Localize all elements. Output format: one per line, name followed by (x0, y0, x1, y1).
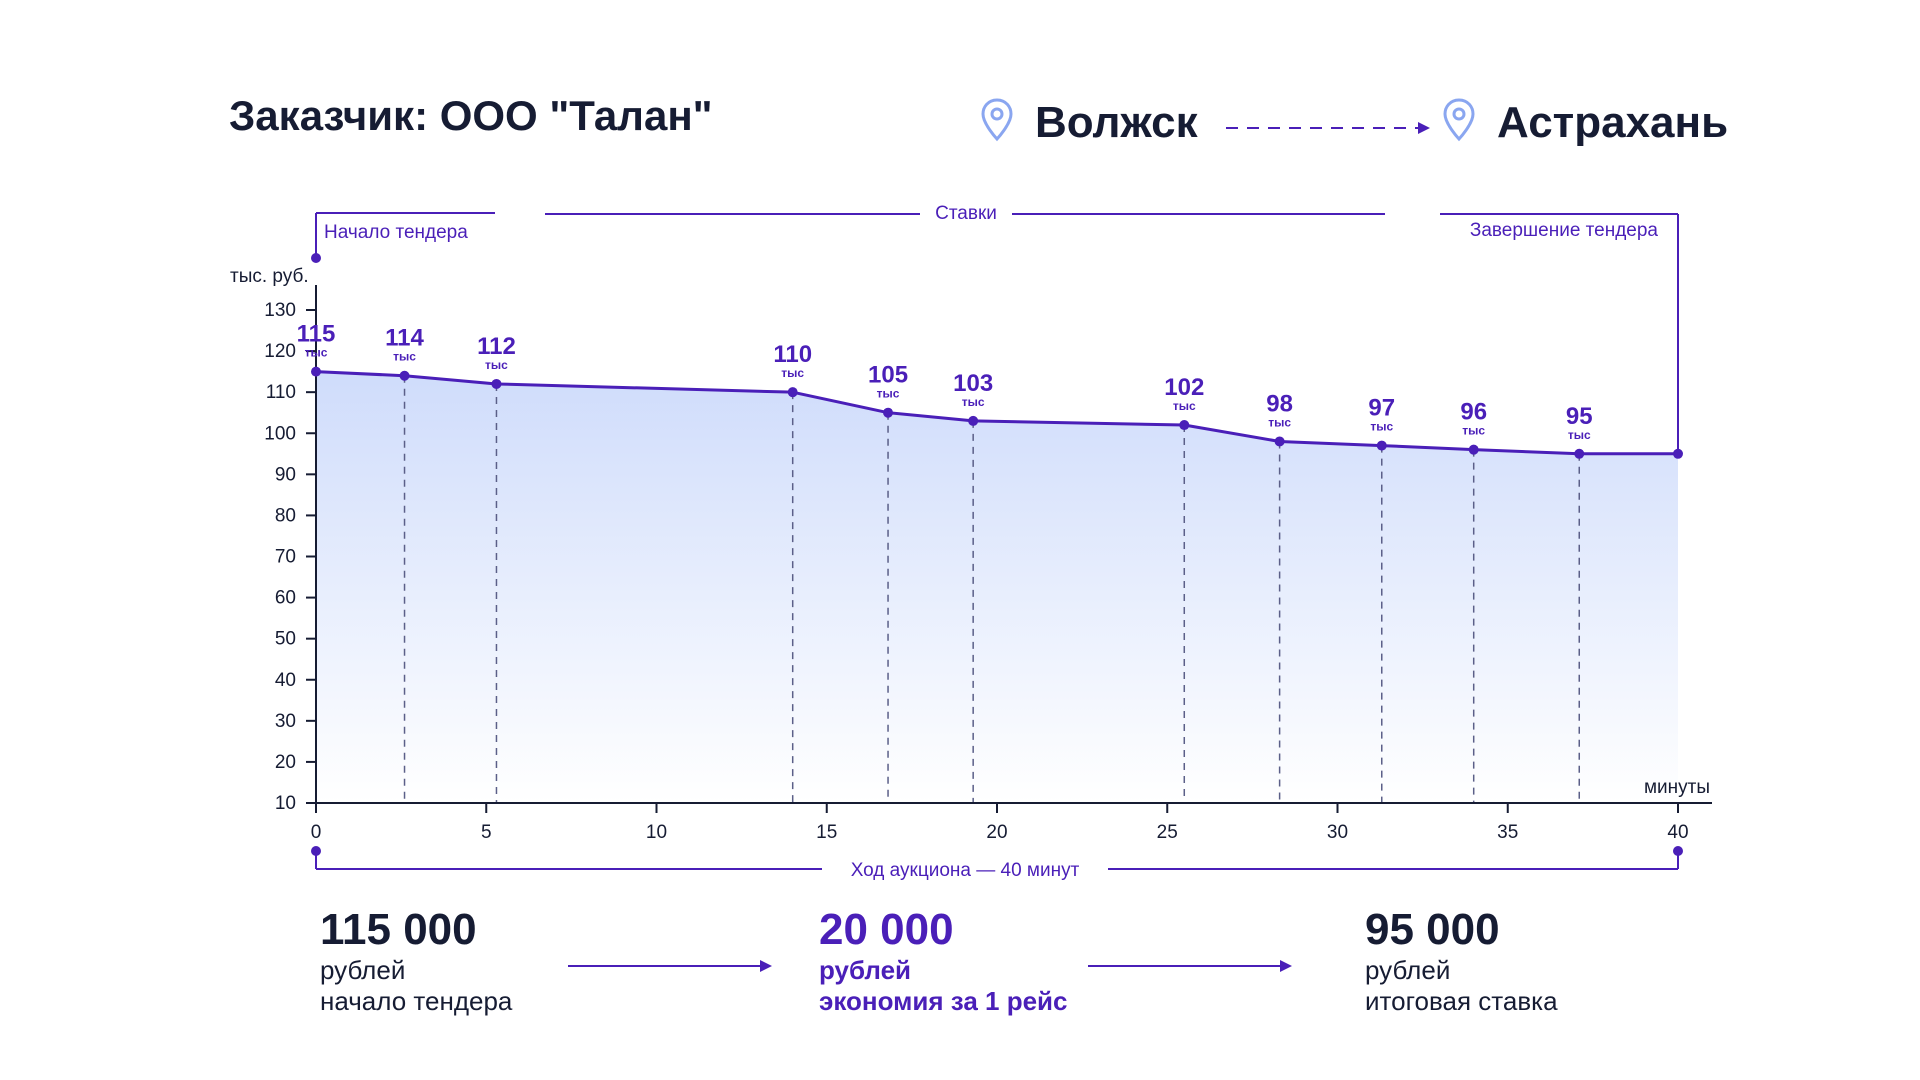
summary-arrow (568, 958, 773, 979)
data-point (1673, 448, 1683, 459)
data-unit-label: тыс (1462, 424, 1485, 438)
y-tick-label: 100 (264, 423, 296, 444)
y-tick-label: 130 (264, 300, 296, 321)
customer-title: Заказчик: ООО "Талан" (229, 92, 713, 139)
start-unit: рублей (320, 955, 406, 985)
summary-final: 95 000 рублей итоговая ставка (1365, 905, 1558, 1017)
data-unit-label: тыс (1268, 415, 1291, 429)
final-caption: итоговая ставка (1365, 986, 1558, 1016)
start-marker (311, 253, 321, 263)
savings-value: 20 000 (819, 905, 954, 954)
savings-caption: экономия за 1 рейс (819, 986, 1068, 1016)
y-tick-label: 20 (275, 752, 296, 773)
destination-city: Астрахань (1497, 98, 1729, 147)
y-tick-label: 50 (275, 629, 296, 650)
data-point (1574, 448, 1585, 459)
data-unit-label: тыс (305, 346, 328, 360)
duration-annotation: Ход аукциона — 40 минут (851, 860, 1080, 881)
data-unit-label: тыс (962, 395, 985, 409)
data-unit-label: тыс (877, 387, 900, 401)
data-point (1179, 420, 1190, 431)
data-unit-label: тыс (393, 350, 416, 364)
data-label: 95 (1566, 403, 1593, 430)
x-tick-label: 35 (1497, 822, 1518, 843)
data-label: 105 (868, 362, 908, 389)
y-axis-label: тыс. руб. (230, 266, 309, 287)
data-point (1468, 444, 1479, 455)
x-tick-label: 25 (1157, 822, 1178, 843)
data-unit-label: тыс (781, 366, 804, 380)
y-tick-label: 10 (275, 793, 296, 814)
y-tick-label: 120 (264, 341, 296, 362)
data-label: 98 (1266, 390, 1293, 417)
summary-arrow (1088, 958, 1293, 979)
data-point (311, 366, 321, 377)
data-unit-label: тыс (1370, 420, 1393, 434)
y-tick-label: 30 (275, 711, 296, 732)
series-line (315, 370, 1678, 456)
data-label: 97 (1368, 395, 1395, 422)
data-label: 96 (1460, 399, 1487, 426)
location-pin-icon (980, 98, 1014, 147)
data-label: 110 (773, 341, 812, 368)
summary-start: 115 000 рублей начало тендера (320, 905, 512, 1017)
data-point (883, 407, 894, 418)
data-point (399, 370, 410, 381)
x-tick-label: 40 (1667, 822, 1688, 843)
data-label: 103 (953, 370, 993, 397)
y-tick-label: 60 (275, 588, 296, 609)
x-tick-label: 20 (986, 822, 1007, 843)
start-caption: начало тендера (320, 986, 513, 1016)
savings-unit: рублей (819, 955, 912, 985)
data-unit-label: тыс (485, 358, 508, 372)
y-tick-label: 80 (275, 505, 296, 526)
data-point (1274, 436, 1285, 447)
data-point (1376, 440, 1387, 451)
data-unit-label: тыс (1173, 399, 1196, 413)
x-tick-label: 10 (646, 822, 667, 843)
final-value: 95 000 (1365, 905, 1500, 954)
y-tick-label: 70 (275, 547, 296, 568)
summary-savings: 20 000 рублей экономия за 1 рейс (819, 905, 1068, 1017)
end-annotation: Завершение тендера (1470, 220, 1659, 241)
data-label: 102 (1164, 374, 1204, 401)
y-tick-label: 90 (275, 464, 296, 485)
x-tick-label: 0 (311, 822, 322, 843)
final-unit: рублей (1365, 955, 1451, 985)
data-point (968, 415, 979, 426)
x-axis-label: минуты (1644, 777, 1710, 798)
start-annotation: Начало тендера (324, 222, 468, 243)
x-tick-label: 30 (1327, 822, 1348, 843)
location-pin-icon (1442, 98, 1476, 147)
x-tick-label: 5 (481, 822, 492, 843)
bids-annotation: Ставки (935, 203, 997, 224)
y-tick-label: 110 (266, 382, 296, 403)
data-unit-label: тыс (1568, 428, 1591, 442)
data-point (787, 387, 798, 398)
data-label: 112 (477, 333, 516, 360)
route-arrow (1226, 120, 1431, 141)
data-label: 114 (385, 325, 424, 352)
y-tick-label: 40 (275, 670, 296, 691)
data-point (491, 378, 502, 389)
x-tick-label: 15 (816, 822, 837, 843)
origin-city: Волжск (1035, 98, 1198, 147)
area-fill (316, 371, 1678, 803)
start-value: 115 000 (320, 905, 477, 954)
data-label: 115 (297, 321, 336, 348)
